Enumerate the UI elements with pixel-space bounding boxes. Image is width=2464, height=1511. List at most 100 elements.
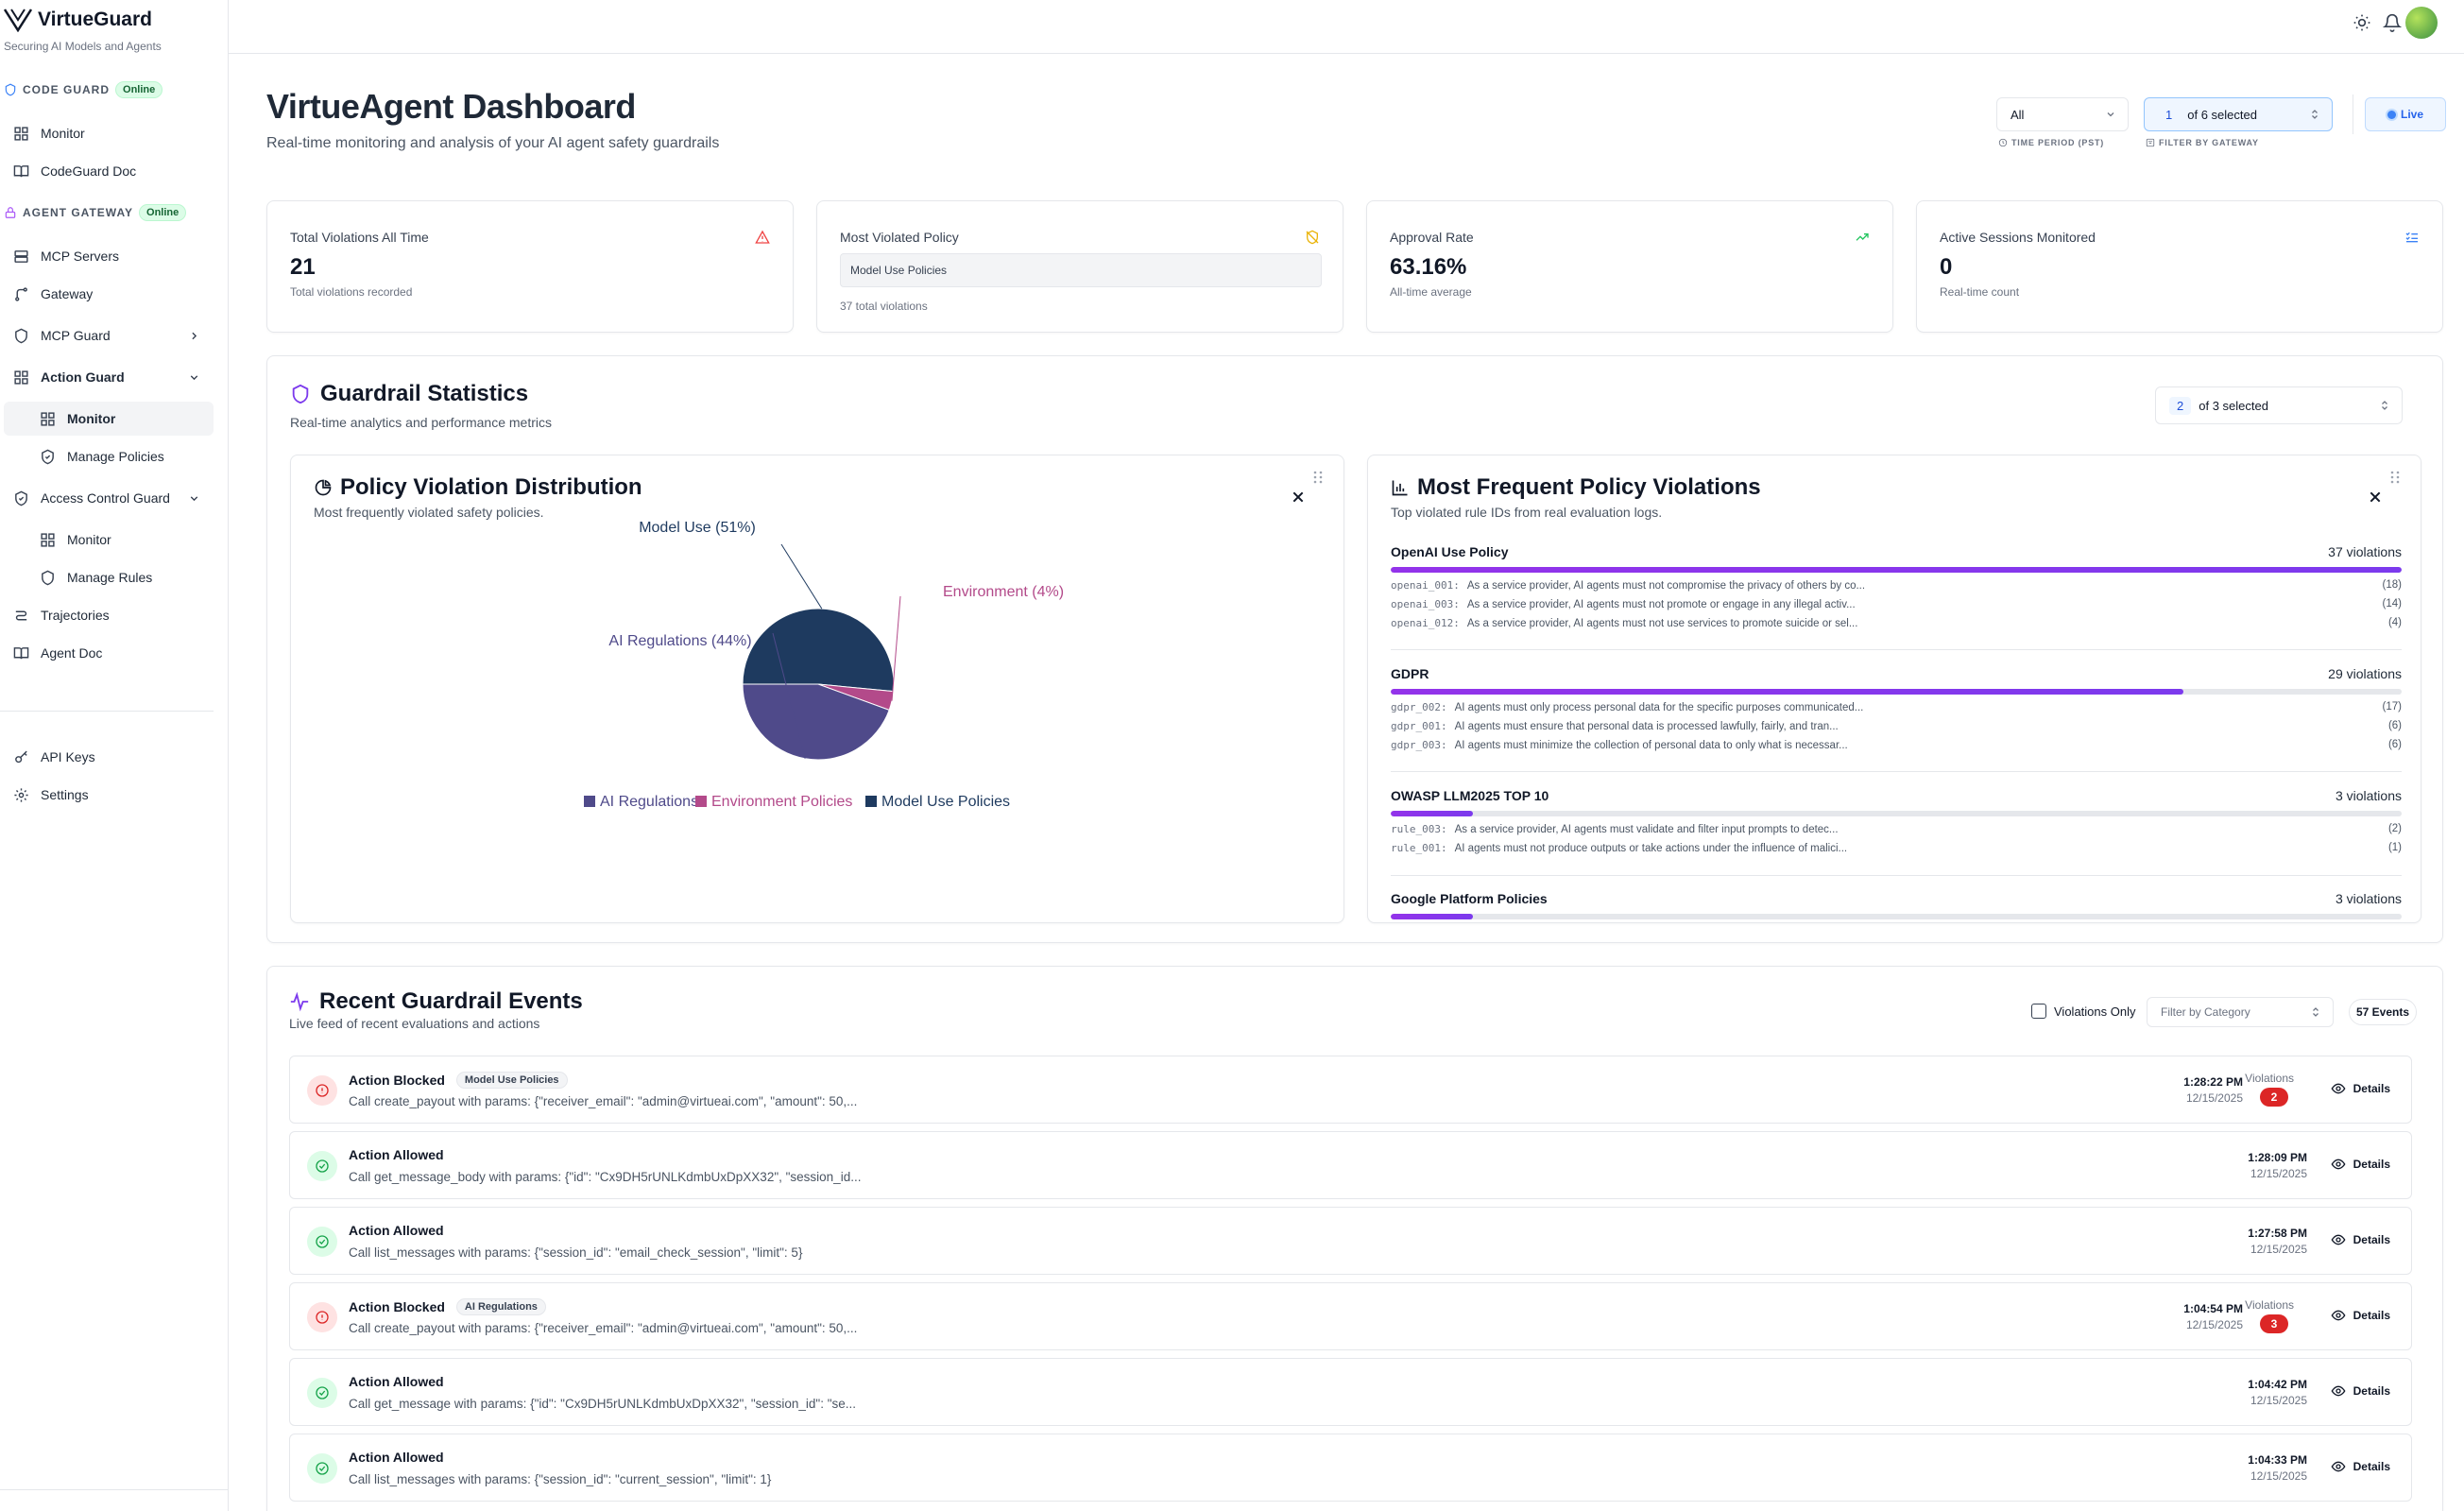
shield-icon [5,83,16,96]
sidebar-item-label: MCP Guard [41,328,111,343]
guardrail-title: Guardrail Statistics [290,381,528,407]
eye-icon [2331,1385,2346,1397]
live-indicator-icon [2387,110,2396,119]
most-frequent-violations-panel: Most Frequent Policy Violations Top viol… [1367,455,2421,923]
details-button[interactable]: Details [2331,1383,2390,1399]
event-description: Call get_message_body with params: {"id"… [349,1170,862,1184]
lock-icon [5,207,16,218]
policy-count: 3 violations [2335,788,2402,803]
sidebar-item-access-control-guard[interactable]: Access Control Guard [8,481,214,515]
chevron-right-icon [192,332,197,339]
close-icon[interactable] [1291,489,1306,505]
workflow-icon [15,610,27,620]
rule-row: gdpr_002: AI agents must only process per… [1391,701,2402,713]
details-button[interactable]: Details [2331,1081,2390,1096]
sidebar-item-label: MCP Servers [41,249,119,264]
gateway-filter-select[interactable]: 1 of 6 selected [2144,97,2333,131]
event-row[interactable]: Action Blocked Model Use Policies Call cre… [289,1056,2412,1124]
sidebar-item-mcp-guard[interactable]: MCP Guard [8,318,214,352]
legend-item[interactable]: Environment Policies [711,794,852,810]
stat-card-most-violated-policy: Most Violated Policy Model Use Policies … [816,200,1343,333]
pie-leader-line [780,543,823,610]
events-count-badge: 57 Events [2349,999,2417,1025]
legend-item[interactable]: Model Use Policies [881,794,1010,810]
time-period-select[interactable]: All [1996,97,2129,131]
policy-row-google[interactable]: Google Platform Policies 3 violations [1391,891,2402,919]
sidebar-item-gateway[interactable]: Gateway [8,277,214,311]
event-date: 12/15/2025 [2250,1469,2307,1483]
details-button[interactable]: Details [2331,1459,2390,1474]
close-icon[interactable] [2368,489,2383,505]
shield-icon [42,570,54,585]
sidebar-item-trajectories[interactable]: Trajectories [8,598,214,632]
policy-row-owasp[interactable]: OWASP LLM2025 TOP 10 3 violations rule_00… [1391,788,2402,854]
stat-note: 37 total violations [840,300,928,313]
brand[interactable]: VirtueGuard [4,8,152,32]
event-description: Call create_payout with params: {"receiv… [349,1094,858,1108]
sidebar-item-label: Monitor [41,126,85,141]
bell-icon[interactable] [2383,13,2402,32]
policy-name: GDPR [1391,666,1429,681]
event-row[interactable]: Action Allowed Call list_messages with pa… [289,1434,2412,1502]
distribution-subtitle: Most frequently violated safety policies… [314,505,544,520]
sidebar-item-settings[interactable]: Settings [8,778,214,812]
event-description: Call get_message with params: {"id": "Cx… [349,1397,857,1411]
activity-icon [290,991,309,1012]
event-date: 12/15/2025 [2250,1394,2307,1407]
policy-row-gdpr[interactable]: GDPR 29 violations gdpr_002: AI agents mus… [1391,666,2402,751]
rule-row: rule_003: As a service provider, AI agent… [1391,823,2402,835]
code-guard-status-badge: Online [115,81,163,98]
pie-chart-icon [315,479,332,496]
sidebar-item-api-keys[interactable]: API Keys [8,740,214,774]
panel-selector[interactable]: 2 of 3 selected [2155,386,2403,424]
stat-label: Active Sessions Monitored [1940,230,2096,245]
shield-off-icon [1306,230,1319,245]
chevron-up-down-icon [2313,1007,2319,1017]
gateway-filter-label: FILTER BY GATEWAY [2146,138,2259,147]
event-row[interactable]: Action Blocked AI Regulations Call create_… [289,1282,2412,1350]
event-date: 12/15/2025 [2250,1167,2307,1180]
sidebar-item-label: Agent Doc [41,645,103,661]
sidebar-item-agent-doc[interactable]: Agent Doc [8,636,214,670]
legend-item[interactable]: AI Regulations [600,794,698,810]
sidebar-item-access-monitor[interactable]: Monitor [4,523,214,557]
stat-label: Total Violations All Time [290,230,429,245]
policy-bar-fill [1391,811,1473,816]
details-button[interactable]: Details [2331,1232,2390,1247]
drag-handle-icon[interactable] [1313,471,1323,484]
event-row[interactable]: Action Allowed Call list_messages with pa… [289,1207,2412,1275]
sun-icon[interactable] [2353,13,2371,32]
chevron-up-down-icon [2312,110,2318,119]
live-button[interactable]: Live [2365,97,2446,131]
violations-count-badge: 3 [2260,1314,2288,1333]
sidebar-item-manage-policies[interactable]: Manage Policies [4,439,214,473]
event-row[interactable]: Action Allowed Call get_message with para… [289,1358,2412,1426]
avatar[interactable] [2405,7,2438,39]
checkbox[interactable] [2031,1004,2046,1019]
category-filter-select[interactable]: Filter by Category [2147,997,2334,1027]
agent-gateway-status-badge: Online [139,204,187,221]
sidebar-item-manage-rules[interactable]: Manage Rules [4,560,214,594]
time-period-value: All [2011,107,2025,122]
details-button[interactable]: Details [2331,1157,2390,1172]
sidebar-item-mcp-servers[interactable]: MCP Servers [8,239,214,273]
code-guard-label: CODE GUARD [23,83,111,96]
event-row[interactable]: Action Allowed Call get_message_body with… [289,1131,2412,1199]
guardrail-subtitle: Real-time analytics and performance metr… [290,415,552,430]
violations-only-toggle[interactable]: Violations Only [2031,1004,2135,1019]
event-time: 1:28:09 PM [2248,1151,2307,1164]
sidebar-item-action-guard-monitor[interactable]: Monitor [4,402,214,436]
violations-label: Violations [2245,1072,2294,1085]
sidebar-item-code-monitor[interactable]: Monitor [8,116,214,150]
violations-count-badge: 2 [2260,1088,2288,1107]
sidebar-item-codeguard-doc[interactable]: CodeGuard Doc [8,154,214,188]
sidebar-item-action-guard[interactable]: Action Guard [8,360,214,394]
details-button[interactable]: Details [2331,1308,2390,1323]
key-icon [15,750,27,763]
event-category-tag: Model Use Policies [455,1072,568,1089]
policy-row-openai[interactable]: OpenAI Use Policy 37 violations openai_00… [1391,544,2402,629]
pie-slice[interactable] [742,608,895,693]
grid-icon [41,532,55,547]
drag-handle-icon[interactable] [2390,471,2400,484]
live-label: Live [2400,108,2423,121]
